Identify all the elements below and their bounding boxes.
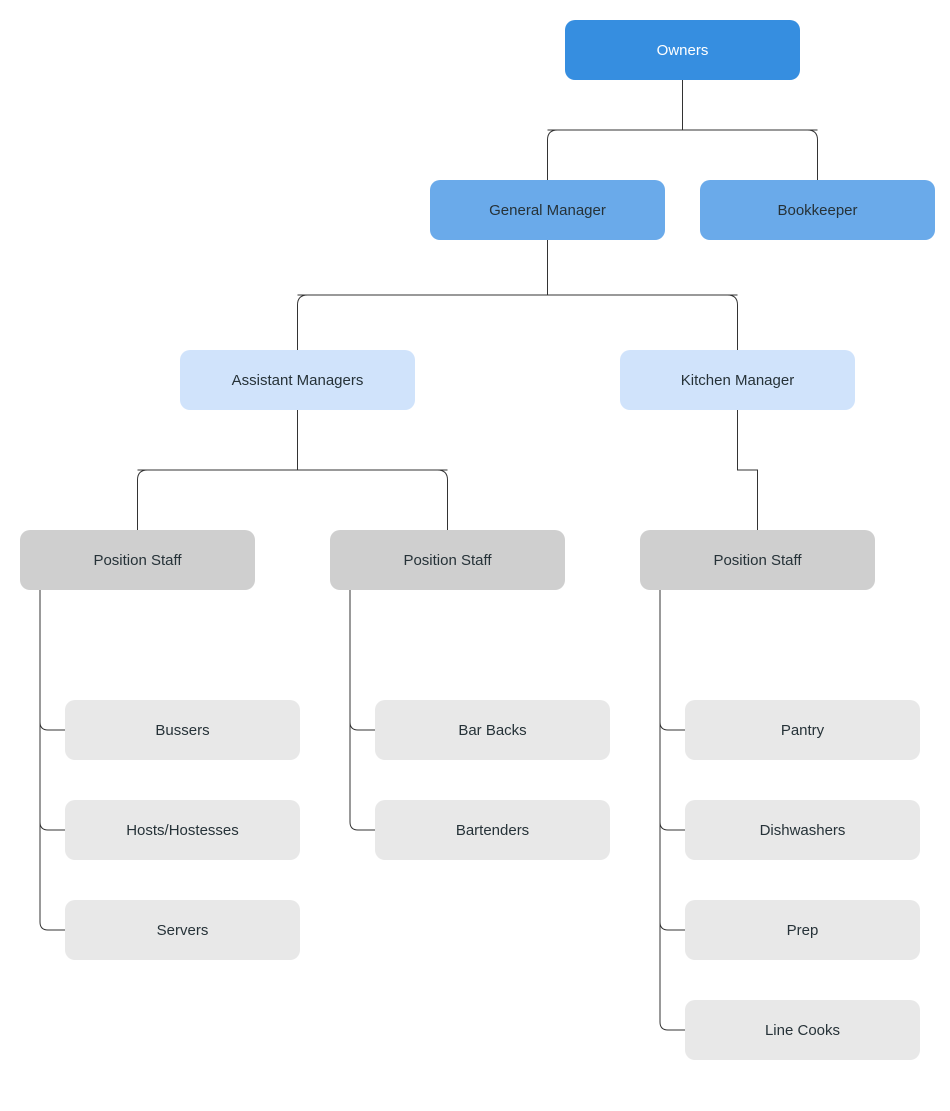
node-label: Line Cooks <box>765 1022 840 1039</box>
node-label: Bookkeeper <box>777 202 857 219</box>
node-ps1: Position Staff <box>20 530 255 590</box>
node-ps2: Position Staff <box>330 530 565 590</box>
node-pantry: Pantry <box>685 700 920 760</box>
node-label: Assistant Managers <box>232 372 364 389</box>
node-ps3: Position Staff <box>640 530 875 590</box>
node-bartenders: Bartenders <box>375 800 610 860</box>
node-dishwashers: Dishwashers <box>685 800 920 860</box>
node-label: Bartenders <box>456 822 529 839</box>
node-servers: Servers <box>65 900 300 960</box>
node-label: General Manager <box>489 202 606 219</box>
node-label: Position Staff <box>403 552 491 569</box>
node-barbacks: Bar Backs <box>375 700 610 760</box>
node-label: Pantry <box>781 722 824 739</box>
node-label: Kitchen Manager <box>681 372 794 389</box>
node-bussers: Bussers <box>65 700 300 760</box>
node-bookkeeper: Bookkeeper <box>700 180 935 240</box>
node-label: Prep <box>787 922 819 939</box>
node-label: Hosts/Hostesses <box>126 822 239 839</box>
org-chart: Owners General Manager Bookkeeper Assistant… <box>0 0 950 1111</box>
node-label: Servers <box>157 922 209 939</box>
node-label: Bar Backs <box>458 722 526 739</box>
node-hosts: Hosts/Hostesses <box>65 800 300 860</box>
node-gm: General Manager <box>430 180 665 240</box>
node-label: Bussers <box>155 722 209 739</box>
node-prep: Prep <box>685 900 920 960</box>
node-km: Kitchen Manager <box>620 350 855 410</box>
node-linecooks: Line Cooks <box>685 1000 920 1060</box>
node-label: Owners <box>657 42 709 59</box>
node-am: Assistant Managers <box>180 350 415 410</box>
node-label: Position Staff <box>713 552 801 569</box>
node-label: Position Staff <box>93 552 181 569</box>
node-owners: Owners <box>565 20 800 80</box>
node-label: Dishwashers <box>760 822 846 839</box>
